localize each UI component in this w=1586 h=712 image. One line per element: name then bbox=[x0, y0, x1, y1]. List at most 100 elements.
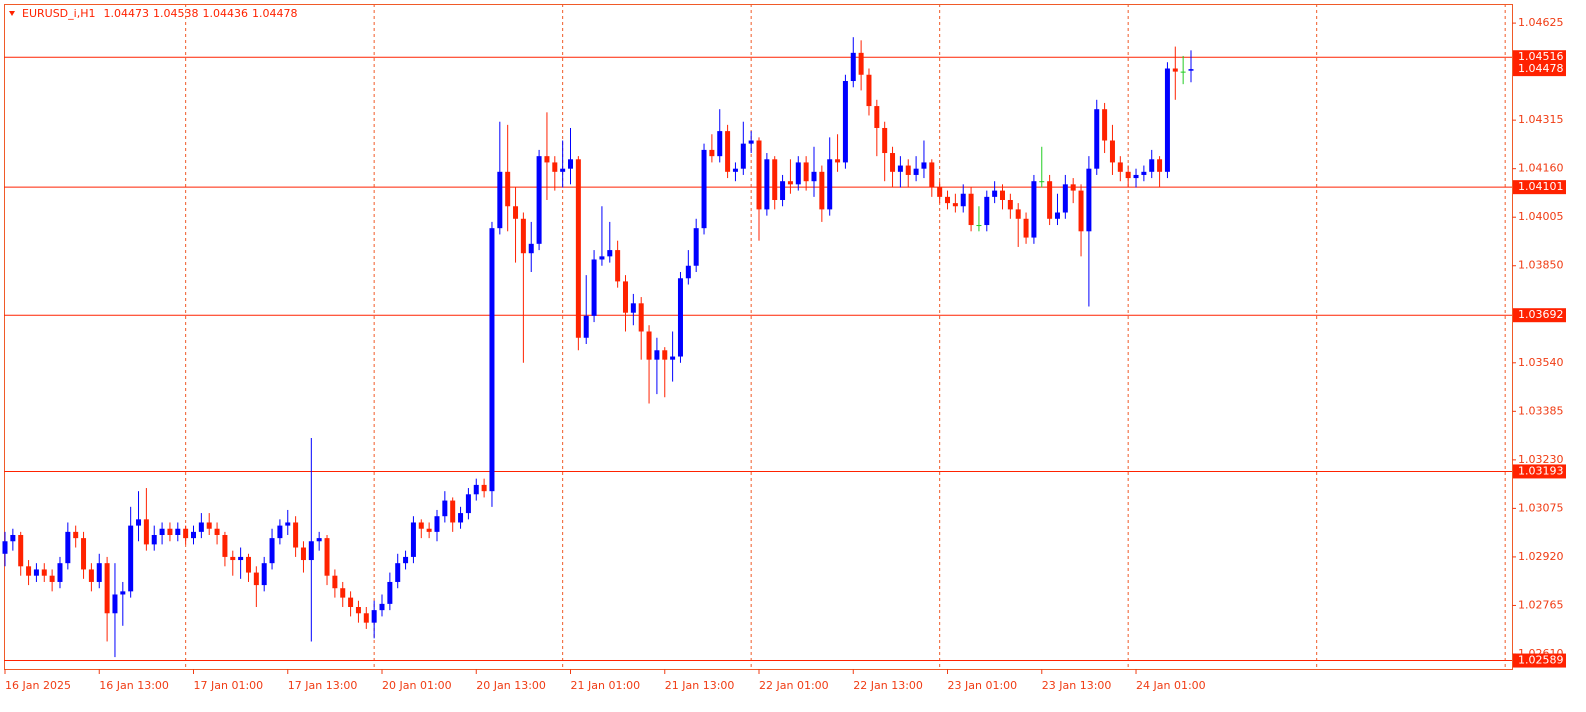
candle-body bbox=[379, 603, 385, 611]
candle-body bbox=[858, 52, 864, 75]
candle-body bbox=[324, 538, 330, 576]
candle-body bbox=[787, 181, 793, 185]
price-label: 1.04101 bbox=[1518, 180, 1564, 193]
candle-body bbox=[497, 171, 503, 229]
candle-body bbox=[615, 250, 621, 282]
candle-body bbox=[984, 196, 990, 226]
candle-body bbox=[850, 52, 856, 82]
candle-body bbox=[905, 165, 911, 175]
candle-body bbox=[245, 556, 251, 573]
candle-body bbox=[49, 575, 55, 582]
y-tick-label: 1.04315 bbox=[1518, 113, 1564, 126]
candle-body bbox=[481, 484, 487, 492]
candle-body bbox=[332, 575, 338, 589]
candle-body bbox=[630, 303, 636, 313]
candle-body bbox=[732, 168, 738, 172]
candle-body bbox=[819, 171, 825, 210]
candle-body bbox=[1039, 181, 1045, 183]
candle-body bbox=[261, 563, 267, 586]
price-label: 1.04516 bbox=[1518, 50, 1564, 63]
candle-body bbox=[96, 563, 102, 582]
candle-body bbox=[387, 581, 393, 604]
candle-body bbox=[945, 196, 951, 204]
candle-body bbox=[1164, 68, 1170, 172]
candle-body bbox=[1157, 159, 1163, 172]
candle-body bbox=[191, 531, 197, 539]
candle-body bbox=[622, 281, 628, 313]
candle-body bbox=[277, 525, 283, 539]
candle-body bbox=[41, 569, 47, 576]
candle-body bbox=[238, 556, 244, 561]
y-tick-label: 1.03385 bbox=[1518, 404, 1564, 417]
candle-body bbox=[662, 350, 668, 360]
candle-body bbox=[104, 563, 110, 614]
candle-body bbox=[528, 243, 534, 254]
candle-body bbox=[638, 303, 644, 332]
candle-body bbox=[544, 156, 550, 163]
candle-body bbox=[128, 525, 134, 592]
candle-body bbox=[1062, 184, 1068, 213]
candle-body bbox=[198, 522, 204, 532]
candle-body bbox=[811, 171, 817, 182]
candle-body bbox=[520, 218, 526, 254]
candle-body bbox=[513, 206, 519, 219]
candle-body bbox=[1133, 174, 1139, 179]
candle-body bbox=[952, 203, 958, 207]
candle-body bbox=[803, 162, 809, 182]
x-tick-label: 22 Jan 13:00 bbox=[853, 679, 923, 692]
candle-body bbox=[780, 181, 786, 200]
candle-body bbox=[1047, 181, 1053, 219]
candle-body bbox=[473, 484, 479, 495]
candle-body bbox=[316, 538, 322, 542]
candle-body bbox=[607, 250, 613, 257]
price-label: 1.03692 bbox=[1518, 308, 1564, 321]
candle-body bbox=[921, 162, 927, 169]
y-tick-label: 1.02765 bbox=[1518, 598, 1564, 611]
x-tick-label: 20 Jan 13:00 bbox=[476, 679, 546, 692]
candle-body bbox=[505, 171, 511, 207]
candle-body bbox=[26, 566, 32, 576]
y-tick-label: 1.03540 bbox=[1518, 356, 1564, 369]
candle-body bbox=[717, 131, 723, 157]
y-tick-label: 1.03230 bbox=[1518, 453, 1564, 466]
candle-body bbox=[748, 140, 754, 144]
low: 1.04436 bbox=[202, 7, 248, 20]
y-tick-label: 1.04160 bbox=[1518, 162, 1564, 175]
bid-label: 1.04478 bbox=[1518, 62, 1564, 75]
x-tick-label: 17 Jan 13:00 bbox=[288, 679, 358, 692]
x-tick-label: 20 Jan 01:00 bbox=[382, 679, 452, 692]
candle-body bbox=[693, 228, 699, 266]
x-tick-label: 21 Jan 13:00 bbox=[665, 679, 735, 692]
candle-body bbox=[897, 165, 903, 172]
candle-body bbox=[560, 168, 566, 172]
candle-body bbox=[1109, 140, 1115, 163]
candle-body bbox=[410, 522, 416, 557]
candle-body bbox=[960, 193, 966, 207]
candle-body bbox=[968, 193, 974, 226]
candle-body bbox=[1102, 109, 1108, 141]
candle-body bbox=[450, 500, 456, 523]
price-label: 1.03193 bbox=[1518, 464, 1564, 477]
candle-body bbox=[403, 556, 409, 564]
candle-body bbox=[1007, 199, 1013, 210]
candle-body bbox=[677, 278, 683, 357]
candle-body bbox=[253, 572, 259, 586]
candle-body bbox=[1070, 184, 1076, 191]
candle-body bbox=[937, 187, 943, 197]
price-label-bg bbox=[1513, 308, 1566, 323]
candle-body bbox=[646, 331, 652, 360]
close: 1.04478 bbox=[252, 7, 298, 20]
candle-body bbox=[976, 225, 982, 227]
candle-body bbox=[866, 74, 872, 107]
x-tick-label: 24 Jan 01:00 bbox=[1136, 679, 1206, 692]
candle-body bbox=[1031, 181, 1037, 238]
candle-body bbox=[874, 106, 880, 128]
candle-body bbox=[285, 522, 291, 526]
x-tick-label: 22 Jan 01:00 bbox=[759, 679, 829, 692]
candle-body bbox=[1054, 212, 1060, 219]
candle-body bbox=[1149, 159, 1155, 172]
candle-body bbox=[269, 538, 275, 564]
candle-body bbox=[890, 153, 896, 172]
x-tick-label: 23 Jan 13:00 bbox=[1042, 679, 1112, 692]
candle-body bbox=[1172, 68, 1178, 72]
